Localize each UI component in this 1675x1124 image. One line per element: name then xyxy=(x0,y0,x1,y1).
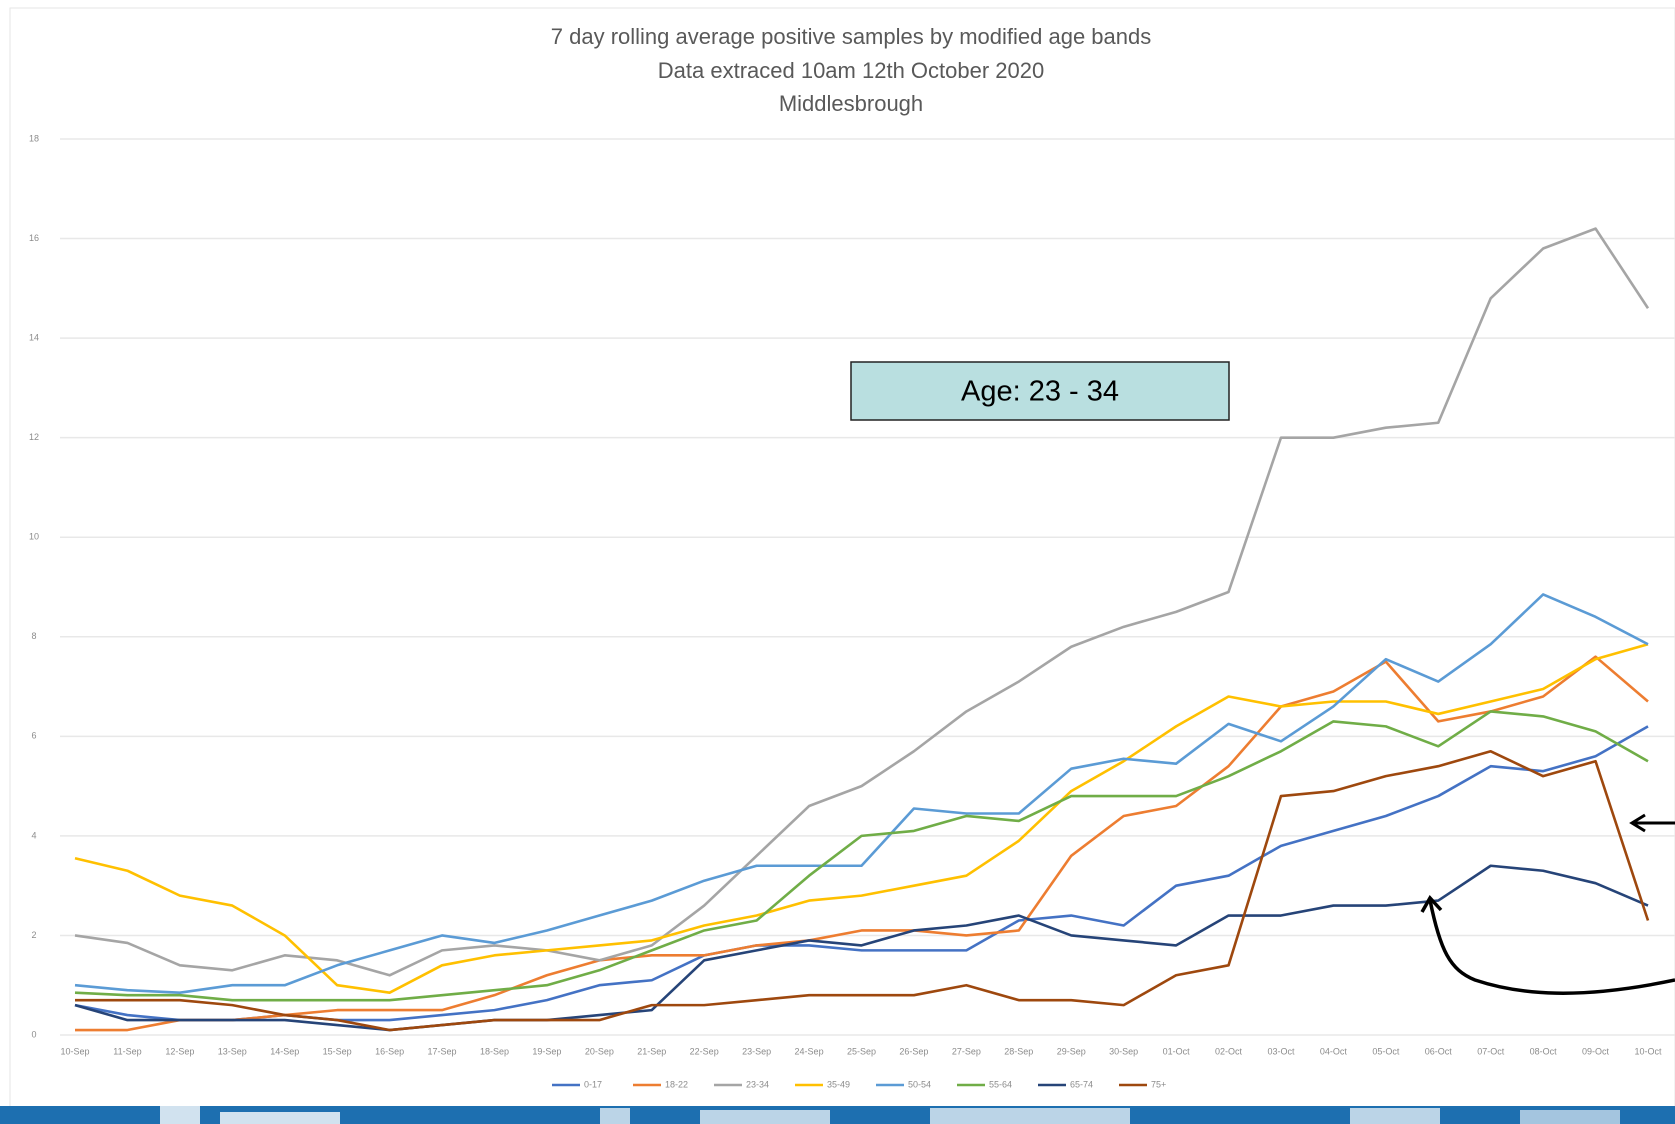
x-tick-label: 17-Sep xyxy=(428,1046,457,1056)
y-tick-label: 18 xyxy=(29,133,39,143)
x-tick-label: 23-Sep xyxy=(742,1046,771,1056)
x-tick-label: 14-Sep xyxy=(270,1046,299,1056)
x-tick-label: 09-Oct xyxy=(1582,1046,1610,1056)
legend-label: 55-64 xyxy=(989,1079,1012,1089)
legend-label: 18-22 xyxy=(665,1079,688,1089)
chart-title: 7 day rolling average positive samples b… xyxy=(551,24,1151,49)
annotation: Age: 23 - 34 xyxy=(961,376,1119,408)
x-tick-label: 21-Sep xyxy=(637,1046,666,1056)
x-tick-label: 02-Oct xyxy=(1215,1046,1243,1056)
banner-shape xyxy=(220,1112,340,1124)
x-tick-label: 11-Sep xyxy=(113,1046,141,1056)
y-tick-label: 2 xyxy=(31,930,36,940)
legend-label: 75+ xyxy=(1151,1079,1166,1089)
x-tick-label: 18-Sep xyxy=(480,1046,509,1056)
banner-shape xyxy=(700,1110,830,1124)
legend-label: 65-74 xyxy=(1070,1079,1093,1089)
x-tick-label: 19-Sep xyxy=(532,1046,561,1056)
x-tick-label: 08-Oct xyxy=(1530,1046,1558,1056)
legend-label: 0-17 xyxy=(584,1079,602,1089)
y-tick-label: 8 xyxy=(31,631,36,641)
x-tick-label: 15-Sep xyxy=(323,1046,352,1056)
chart: 7 day rolling average positive samples b… xyxy=(0,0,1675,1124)
x-tick-label: 24-Sep xyxy=(795,1046,824,1056)
x-tick-label: 07-Oct xyxy=(1477,1046,1505,1056)
y-tick-label: 0 xyxy=(31,1029,36,1039)
x-tick-label: 16-Sep xyxy=(375,1046,404,1056)
x-tick-label: 30-Sep xyxy=(1109,1046,1138,1056)
x-tick-label: 20-Sep xyxy=(585,1046,614,1056)
x-tick-label: 05-Oct xyxy=(1372,1046,1400,1056)
x-tick-label: 03-Oct xyxy=(1267,1046,1295,1056)
chart-subtitle: Middlesbrough xyxy=(779,91,923,116)
y-tick-label: 12 xyxy=(29,432,39,442)
x-tick-label: 26-Sep xyxy=(899,1046,928,1056)
legend-label: 23-34 xyxy=(746,1079,769,1089)
x-tick-label: 10-Sep xyxy=(60,1046,89,1056)
legend-label: 50-54 xyxy=(908,1079,931,1089)
y-tick-label: 14 xyxy=(29,332,39,342)
x-tick-label: 25-Sep xyxy=(847,1046,876,1056)
x-tick-label: 28-Sep xyxy=(1004,1046,1033,1056)
x-tick-label: 10-Oct xyxy=(1634,1046,1662,1056)
x-tick-label: 22-Sep xyxy=(690,1046,719,1056)
x-tick-label: 01-Oct xyxy=(1163,1046,1191,1056)
y-tick-label: 10 xyxy=(29,532,39,542)
footer-banner xyxy=(0,1106,1675,1124)
page: {"chart_data": { "type": "line", "title"… xyxy=(0,0,1675,1124)
banner-shape xyxy=(600,1108,630,1124)
chart-subtitle: Data extraced 10am 12th October 2020 xyxy=(658,58,1044,83)
y-tick-label: 6 xyxy=(31,731,36,741)
x-tick-label: 13-Sep xyxy=(218,1046,247,1056)
banner-shape xyxy=(160,1106,200,1124)
legend-label: 35-49 xyxy=(827,1079,850,1089)
banner-shape xyxy=(1520,1110,1620,1124)
y-tick-label: 16 xyxy=(29,233,39,243)
y-tick-label: 4 xyxy=(31,830,36,840)
banner-shape xyxy=(1350,1108,1440,1124)
x-tick-label: 27-Sep xyxy=(952,1046,981,1056)
x-tick-label: 12-Sep xyxy=(165,1046,194,1056)
x-tick-label: 06-Oct xyxy=(1425,1046,1453,1056)
banner-shape xyxy=(930,1108,1130,1124)
x-tick-label: 04-Oct xyxy=(1320,1046,1348,1056)
x-tick-label: 29-Sep xyxy=(1057,1046,1086,1056)
